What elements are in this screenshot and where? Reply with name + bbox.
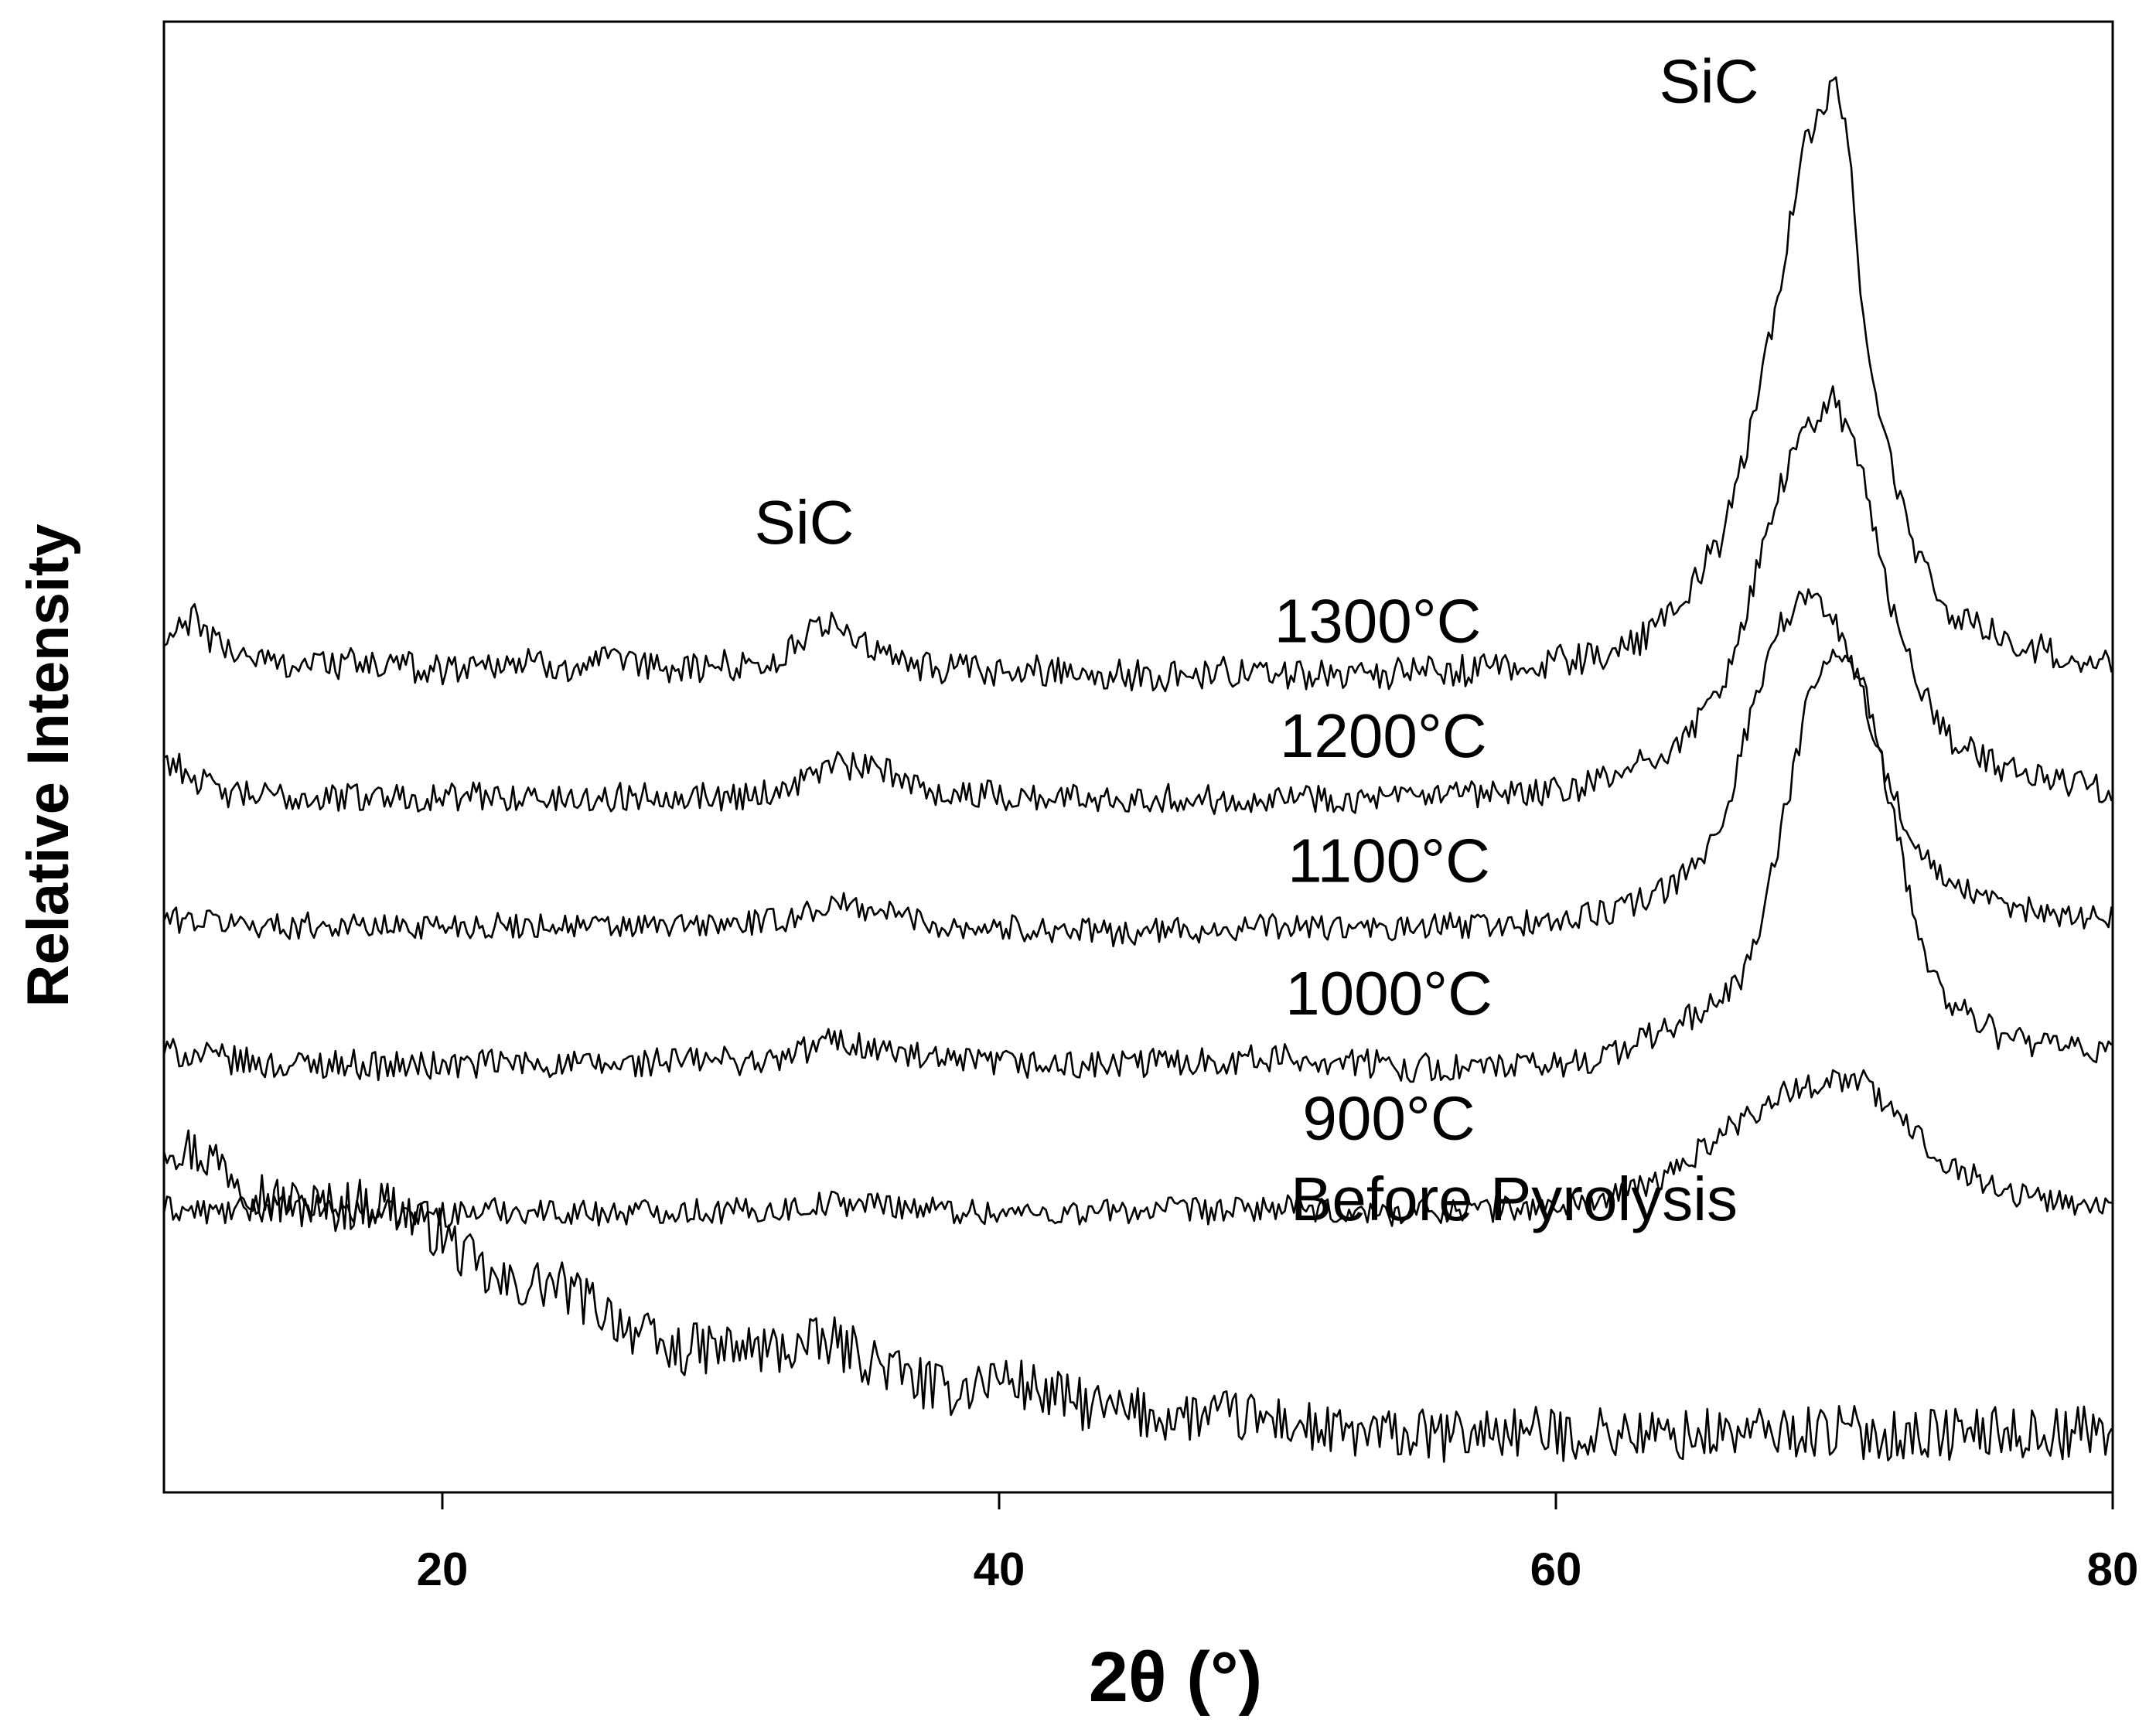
- series-1100c-line: [162, 588, 2113, 947]
- series-1200c-line: [163, 385, 2113, 815]
- series-labels: Before Pyrolysis 900°C 1000°C 1100°C 1200°C 1…: [1274, 587, 1738, 1233]
- series-group: [162, 76, 2113, 1463]
- series-label-1000c: 1000°C: [1285, 959, 1492, 1028]
- series-label-1100c: 1100°C: [1288, 827, 1490, 895]
- annotation-sic-1: SiC: [755, 488, 855, 557]
- series-label-before-pyrolysis: Before Pyrolysis: [1291, 1165, 1738, 1233]
- annotations: SiC SiC: [755, 47, 1759, 558]
- series-1000c-line: [162, 648, 2113, 1083]
- x-tick-label-80: 80: [2087, 1543, 2139, 1595]
- annotation-sic-2: SiC: [1660, 47, 1759, 116]
- x-axis-title: 2θ (°): [1089, 1638, 1263, 1717]
- series-label-1200c: 1200°C: [1280, 701, 1487, 770]
- series-900c-line: [162, 1069, 2112, 1229]
- plot-frame: [162, 20, 2114, 1494]
- x-axis-ticks: 20 40 60 80: [417, 1492, 2139, 1595]
- y-axis-title: Relative Intensity: [15, 523, 81, 1007]
- series-label-1300c: 1300°C: [1274, 587, 1482, 656]
- x-tick-label-40: 40: [974, 1543, 1025, 1595]
- axes: [162, 20, 2114, 1494]
- series-label-900c: 900°C: [1302, 1084, 1475, 1153]
- x-tick-label-20: 20: [417, 1543, 469, 1595]
- series-1300c-line: [163, 76, 2113, 693]
- x-tick-label-60: 60: [1530, 1543, 1582, 1595]
- series-before-pyrolysis-line: [162, 1129, 2113, 1463]
